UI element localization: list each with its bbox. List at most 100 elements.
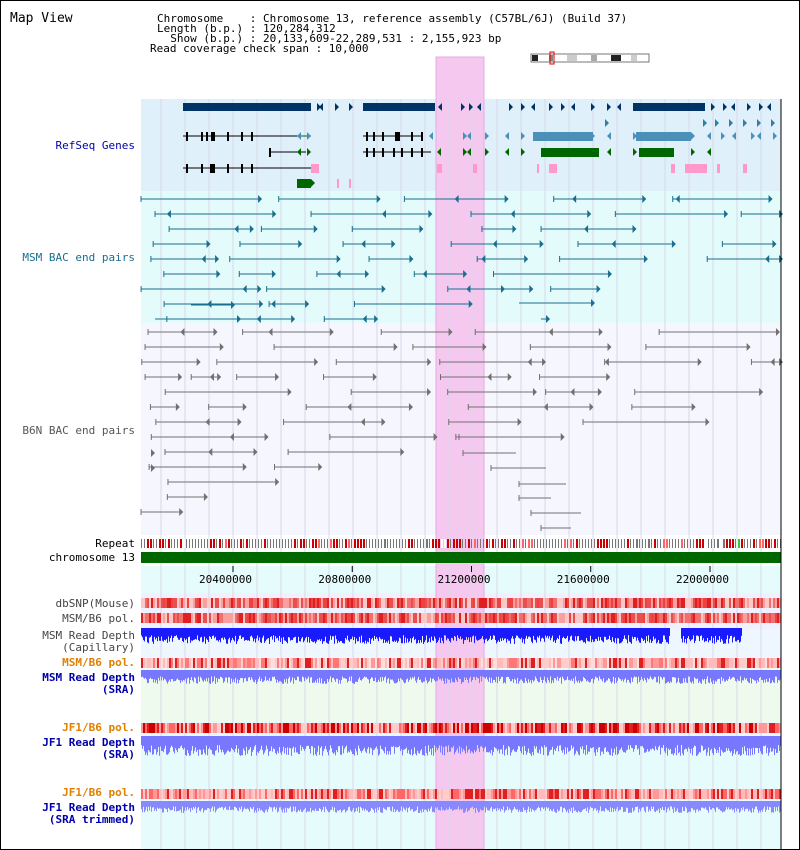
msm-b6-pol-sra-heat (663, 658, 665, 668)
jf1-b6-pol-trim-heat (465, 789, 467, 799)
jf1-depth-trim-bar (179, 801, 180, 811)
msm-depth-capillary-bar (728, 628, 729, 644)
msm-b6-pol-sra-heat (321, 658, 323, 668)
track-label-dbsnp[interactable]: dbSNP(Mouse) (55, 597, 135, 610)
dbsnp-heat (199, 598, 201, 608)
msm-depth-sra-bar (420, 670, 421, 680)
axis-tick-label: 22000000 (676, 573, 729, 586)
jf1-b6-pol-heat (183, 723, 185, 733)
jf1-b6-pol-heat (541, 723, 543, 733)
jf1-b6-pol-trim-heat (741, 789, 743, 799)
track-label-jf1-b6-pol[interactable]: JF1/B6 pol. (62, 721, 135, 734)
jf1-depth-sra-bar (301, 736, 302, 751)
msm-depth-sra-bar (212, 670, 213, 683)
track-label-msm-b6-pol-sra[interactable]: MSM/B6 pol. (62, 656, 135, 669)
msm-depth-sra-bar (234, 670, 235, 683)
track-label-msm-depth-sra[interactable]: MSM Read Depth (SRA) (42, 671, 135, 696)
msm-bac-arrow (724, 210, 729, 218)
msm-depth-sra-bar (541, 670, 542, 680)
track-label-jf1-depth-trim[interactable]: JF1 Read Depth (SRA trimmed) (42, 801, 135, 826)
msm-depth-capillary-bar (266, 628, 267, 640)
jf1-b6-pol-trim-heat (201, 789, 203, 799)
msm-depth-capillary-bar (601, 628, 602, 641)
msm-b6-pol-heat (755, 613, 757, 623)
jf1-depth-sra-bar (731, 736, 732, 751)
jf1-depth-trim-bar (225, 801, 226, 807)
b6n-bac-arrow (347, 403, 352, 411)
jf1-depth-sra-bar (375, 736, 376, 748)
msm-b6-pol-heat (705, 613, 707, 623)
repeat-element (246, 539, 248, 548)
msm-depth-sra-bar (397, 670, 398, 683)
msm-depth-sra-bar (515, 670, 516, 680)
msm-b6-pol-sra-heat (635, 658, 637, 668)
repeat-element (288, 539, 289, 548)
dbsnp-heat (311, 598, 313, 608)
msm-depth-sra-bar (617, 670, 618, 681)
msm-b6-pol-heat (759, 613, 761, 623)
msm-depth-sra-bar (675, 670, 676, 678)
track-label-msm-bac[interactable]: MSM BAC end pairs (22, 251, 135, 264)
track-label-jf1-b6-pol-trim[interactable]: JF1/B6 pol. (62, 786, 135, 799)
jf1-depth-sra-bar (596, 736, 597, 750)
msm-depth-capillary-bar (468, 628, 469, 638)
jf1-depth-trim-bar (656, 801, 657, 811)
jf1-depth-trim-bar (407, 801, 408, 813)
jf1-depth-trim-bar (234, 801, 235, 807)
jf1-b6-pol-trim-heat (215, 789, 217, 799)
msm-depth-sra-bar (466, 670, 467, 678)
dbsnp-heat (719, 598, 721, 608)
jf1-b6-pol-heat (317, 723, 319, 733)
dbsnp-heat (399, 598, 401, 608)
dbsnp-heat (721, 598, 723, 608)
jf1-depth-trim-bar (256, 801, 257, 813)
msm-depth-sra-bar (602, 670, 603, 682)
msm-depth-capillary-bar (585, 628, 586, 644)
jf1-depth-trim-bar (511, 801, 512, 813)
msm-depth-capillary-bar (343, 628, 344, 644)
jf1-depth-sra-bar (289, 736, 290, 748)
msm-b6-pol-sra-heat (523, 658, 525, 668)
msm-depth-sra-bar (419, 670, 420, 680)
track-label-jf1-depth-sra[interactable]: JF1 Read Depth (SRA) (42, 736, 135, 761)
msm-depth-capillary-bar (623, 628, 624, 639)
jf1-b6-pol-trim-heat (167, 789, 169, 799)
jf1-b6-pol-heat (155, 723, 157, 733)
msm-depth-capillary-bar (561, 628, 562, 644)
jf1-b6-pol-trim-heat (457, 789, 459, 799)
msm-depth-capillary-bar (606, 628, 607, 640)
track-label-msm-b6-pol[interactable]: MSM/B6 pol. (62, 612, 135, 625)
msm-depth-sra-bar (335, 670, 336, 682)
msm-depth-capillary-bar (543, 628, 544, 639)
msm-depth-sra-bar (636, 670, 637, 677)
msm-b6-pol-sra-heat (395, 658, 397, 668)
track-label-b6n-bac[interactable]: B6N BAC end pairs (22, 424, 135, 437)
track-label-repeat[interactable]: Repeat (95, 537, 135, 550)
msm-b6-pol-sra-heat (273, 658, 275, 668)
msm-depth-sra-bar (467, 670, 468, 680)
jf1-depth-trim-bar (264, 801, 265, 813)
jf1-depth-sra-bar (377, 736, 378, 750)
msm-b6-pol-heat (391, 613, 393, 623)
jf1-depth-trim-bar (245, 801, 246, 810)
msm-depth-capillary-bar (378, 628, 379, 642)
msm-depth-capillary-bar (588, 628, 589, 642)
jf1-depth-trim-bar (710, 801, 711, 810)
jf1-depth-sra-bar (708, 736, 709, 748)
track-label-msm-depth-capillary[interactable]: MSM Read Depth (Capillary) (42, 629, 135, 654)
msm-depth-capillary-bar (498, 628, 499, 641)
repeat-element (201, 539, 202, 548)
jf1-depth-sra-bar (546, 736, 547, 747)
jf1-depth-trim-bar (272, 801, 273, 812)
jf1-b6-pol-heat (283, 723, 285, 733)
jf1-b6-pol-trim-heat (283, 789, 285, 799)
msm-depth-sra-bar (187, 670, 188, 679)
jf1-depth-trim-bar (247, 801, 248, 809)
track-label-refseq[interactable]: RefSeq Genes (55, 139, 135, 152)
msm-depth-capillary-bar (706, 628, 707, 642)
msm-depth-sra-bar (320, 670, 321, 684)
jf1-b6-pol-heat (163, 723, 165, 733)
msm-b6-pol-heat (361, 613, 363, 623)
msm-depth-sra-bar (233, 670, 234, 680)
